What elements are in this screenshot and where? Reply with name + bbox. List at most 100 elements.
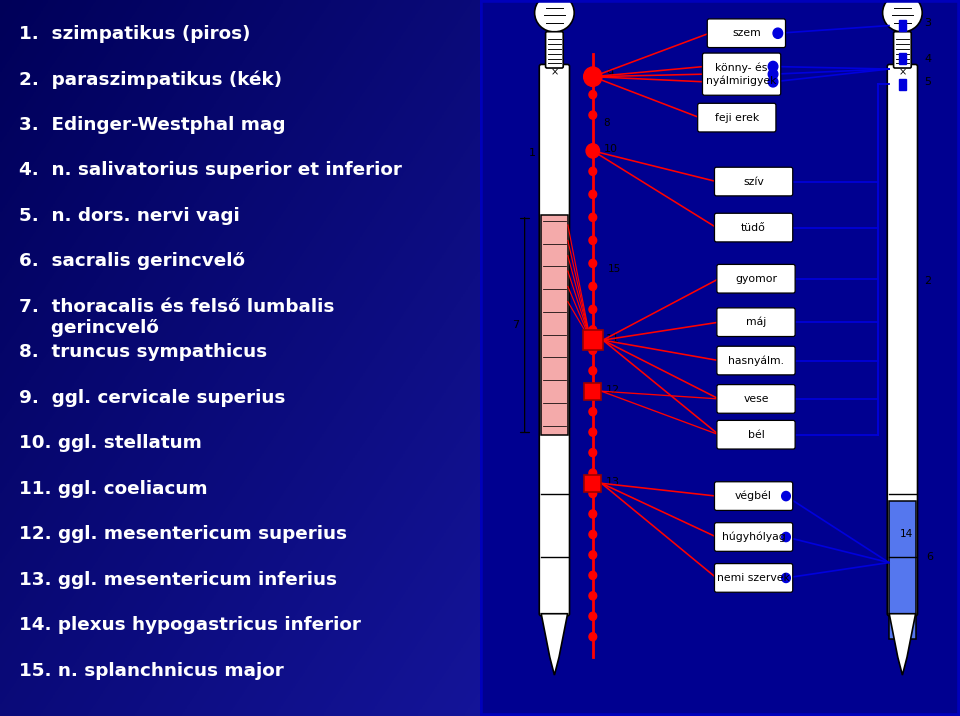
- Text: feji erek: feji erek: [714, 112, 759, 122]
- Text: 2.  paraszimpatikus (kék): 2. paraszimpatikus (kék): [19, 71, 282, 89]
- Circle shape: [588, 448, 596, 457]
- Bar: [889, 501, 916, 639]
- FancyBboxPatch shape: [717, 264, 795, 293]
- Polygon shape: [541, 614, 567, 675]
- FancyBboxPatch shape: [717, 308, 795, 337]
- Text: 13: 13: [607, 478, 620, 488]
- Circle shape: [588, 428, 596, 436]
- Text: 8.  truncus sympathicus: 8. truncus sympathicus: [19, 344, 267, 362]
- Circle shape: [588, 490, 596, 498]
- Bar: [889, 501, 916, 639]
- Text: 12. ggl. mesentericum superius: 12. ggl. mesentericum superius: [19, 526, 348, 543]
- Circle shape: [588, 633, 596, 641]
- Circle shape: [588, 469, 596, 477]
- FancyBboxPatch shape: [545, 32, 564, 68]
- Circle shape: [781, 574, 790, 583]
- FancyBboxPatch shape: [708, 19, 785, 47]
- Text: ×: ×: [899, 67, 906, 77]
- Text: 5.  n. dors. nervi vagi: 5. n. dors. nervi vagi: [19, 207, 240, 225]
- Circle shape: [586, 144, 599, 158]
- Circle shape: [768, 69, 778, 79]
- Text: 13. ggl. mesentericum inferius: 13. ggl. mesentericum inferius: [19, 571, 337, 589]
- FancyBboxPatch shape: [717, 420, 795, 449]
- Text: gyomor: gyomor: [735, 274, 777, 284]
- Text: könny- és
nyálmirigyek: könny- és nyálmirigyek: [707, 63, 777, 85]
- Circle shape: [588, 347, 596, 354]
- Bar: [583, 330, 603, 350]
- Text: 7.  thoracalis és felső lumbalis
     gerincvelő: 7. thoracalis és felső lumbalis gerincve…: [19, 298, 335, 337]
- Circle shape: [588, 326, 596, 334]
- Text: hasnyálm.: hasnyálm.: [728, 355, 784, 366]
- Text: 8: 8: [604, 117, 610, 127]
- Circle shape: [588, 168, 596, 175]
- Text: szem: szem: [732, 28, 760, 38]
- Bar: [541, 215, 567, 435]
- FancyBboxPatch shape: [698, 103, 776, 132]
- Ellipse shape: [882, 0, 923, 32]
- Text: szív: szív: [743, 177, 764, 187]
- Text: 10. ggl. stellatum: 10. ggl. stellatum: [19, 434, 202, 453]
- Text: végbél: végbél: [735, 491, 772, 501]
- Text: 14. plexus hypogastricus inferior: 14. plexus hypogastricus inferior: [19, 616, 361, 634]
- Circle shape: [588, 531, 596, 538]
- FancyBboxPatch shape: [717, 347, 795, 375]
- Circle shape: [588, 259, 596, 268]
- FancyBboxPatch shape: [894, 32, 911, 68]
- Text: 15. n. splanchnicus major: 15. n. splanchnicus major: [19, 662, 284, 679]
- Bar: [541, 215, 567, 435]
- Bar: [899, 53, 906, 64]
- FancyBboxPatch shape: [714, 168, 793, 196]
- Text: 2: 2: [924, 276, 931, 286]
- Circle shape: [588, 510, 596, 518]
- Circle shape: [588, 407, 596, 416]
- Bar: [899, 20, 906, 32]
- Text: máj: máj: [746, 317, 766, 327]
- Text: 3: 3: [924, 18, 931, 28]
- Circle shape: [781, 491, 790, 500]
- Text: 7: 7: [513, 320, 519, 330]
- FancyBboxPatch shape: [540, 64, 569, 616]
- FancyBboxPatch shape: [717, 384, 795, 413]
- Text: 6.  sacralis gerincvelő: 6. sacralis gerincvelő: [19, 253, 245, 271]
- Text: 12: 12: [607, 385, 620, 395]
- FancyBboxPatch shape: [714, 213, 793, 242]
- Circle shape: [588, 551, 596, 559]
- Circle shape: [588, 571, 596, 579]
- FancyBboxPatch shape: [703, 53, 780, 95]
- Text: 14: 14: [900, 529, 913, 539]
- Circle shape: [781, 533, 790, 541]
- FancyBboxPatch shape: [714, 523, 793, 551]
- Text: 3.  Edinger-Westphal mag: 3. Edinger-Westphal mag: [19, 116, 286, 134]
- Circle shape: [768, 62, 778, 72]
- Text: 5: 5: [924, 77, 931, 87]
- Bar: [584, 475, 601, 492]
- Text: 15: 15: [609, 263, 621, 274]
- Circle shape: [588, 111, 596, 119]
- Text: bél: bél: [748, 430, 764, 440]
- Text: 10: 10: [604, 145, 617, 155]
- Text: 1: 1: [529, 148, 537, 158]
- Circle shape: [588, 190, 596, 198]
- Text: 11: 11: [607, 334, 620, 344]
- Circle shape: [588, 305, 596, 314]
- Text: 11. ggl. coeliacum: 11. ggl. coeliacum: [19, 480, 207, 498]
- Circle shape: [588, 213, 596, 221]
- Text: 6: 6: [926, 553, 933, 563]
- FancyBboxPatch shape: [714, 482, 793, 511]
- Text: tüdő: tüdő: [741, 223, 766, 233]
- Circle shape: [588, 282, 596, 291]
- Circle shape: [768, 77, 778, 87]
- Bar: [584, 382, 601, 400]
- Circle shape: [584, 67, 602, 87]
- Circle shape: [588, 387, 596, 395]
- Bar: [899, 79, 906, 90]
- Circle shape: [588, 612, 596, 620]
- Ellipse shape: [535, 0, 574, 32]
- Text: nemi szervek: nemi szervek: [717, 573, 790, 583]
- Text: 9.  ggl. cervicale superius: 9. ggl. cervicale superius: [19, 389, 285, 407]
- Polygon shape: [889, 614, 916, 675]
- Text: húgyhólyag: húgyhólyag: [722, 532, 785, 542]
- Circle shape: [588, 367, 596, 375]
- Circle shape: [588, 591, 596, 600]
- Text: 1.  szimpatikus (piros): 1. szimpatikus (piros): [19, 25, 251, 43]
